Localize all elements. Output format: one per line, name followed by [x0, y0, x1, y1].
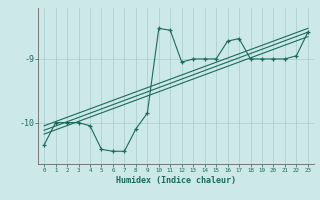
X-axis label: Humidex (Indice chaleur): Humidex (Indice chaleur) — [116, 176, 236, 185]
